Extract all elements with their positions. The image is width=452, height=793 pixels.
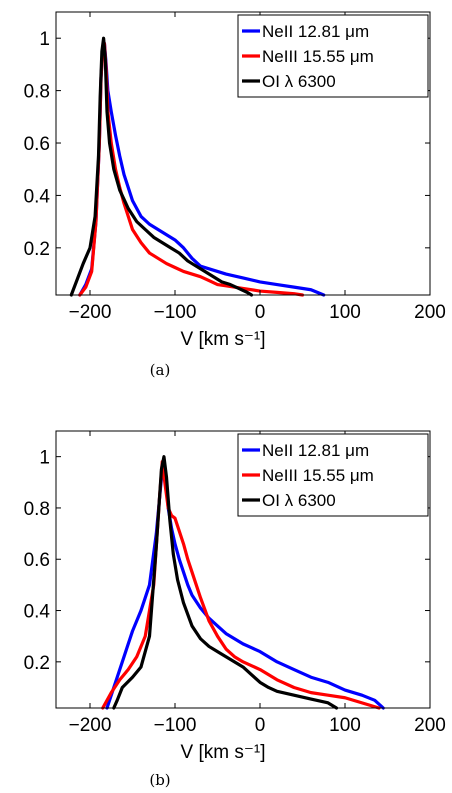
plot-frame	[55, 430, 431, 709]
figure-caption: (a)	[150, 361, 171, 379]
y-tick-label: 1	[39, 29, 50, 50]
legend-entry-1: NeIII 15.55 μm	[262, 466, 374, 485]
legend: NeII 12.81 μm NeIII 15.55 μm OI λ 6300	[237, 14, 429, 98]
y-tick-label: 1	[39, 448, 50, 469]
x-tick-label: −100	[154, 302, 197, 323]
x-axis-label: V [km s⁻¹]	[181, 329, 266, 350]
series-line-2	[112, 455, 339, 710]
x-tick-label: 0	[255, 302, 266, 323]
legend-entry-2: OI λ 6300	[262, 72, 336, 91]
series-line-0	[105, 460, 385, 710]
legend-box	[237, 14, 429, 98]
y-tick-label: 0.4	[24, 602, 51, 623]
x-tick-label: −200	[69, 715, 112, 736]
y-tick-label: 0.8	[24, 82, 50, 103]
series-line-1	[101, 460, 381, 710]
x-tick-label: −100	[154, 715, 197, 736]
y-tick-label: 0.6	[24, 550, 50, 571]
figure-caption: (b)	[149, 771, 170, 789]
y-tick-label: 0.6	[24, 134, 50, 155]
y-tick-label: 0.2	[24, 239, 50, 260]
x-tick-label: 200	[414, 715, 446, 736]
x-tick-label: 100	[329, 715, 361, 736]
y-tick-label: 0.4	[24, 186, 51, 207]
series-line-2	[69, 36, 254, 297]
y-tick-label: 0.8	[24, 499, 50, 520]
x-axis-label: V [km s⁻¹]	[181, 742, 266, 763]
x-tick-label: 0	[255, 715, 266, 736]
y-tick-label: 0.2	[24, 653, 50, 674]
legend: NeII 12.81 μm NeIII 15.55 μm OI λ 6300	[237, 433, 429, 517]
series-group	[101, 455, 385, 710]
legend-box	[237, 433, 429, 517]
chart-a: −200 −100 0 100 200 0.2 0.4 0.6 0.8 1 V [km s⁻¹] Ne…	[24, 11, 446, 379]
legend-entry-2: OI λ 6300	[262, 491, 336, 510]
plot-frame	[55, 11, 431, 296]
x-tick-label: 100	[329, 302, 361, 323]
x-tick-label: 200	[414, 302, 446, 323]
legend-entry-1: NeIII 15.55 μm	[262, 47, 374, 66]
legend-entry-0: NeII 12.81 μm	[262, 441, 369, 460]
legend-entry-0: NeII 12.81 μm	[262, 22, 369, 41]
chart-b: −200 −100 0 100 200 0.2 0.4 0.6 0.8 1 V [km s⁻¹] Ne…	[24, 430, 446, 789]
x-tick-label: −200	[69, 302, 112, 323]
series-group	[69, 36, 326, 297]
